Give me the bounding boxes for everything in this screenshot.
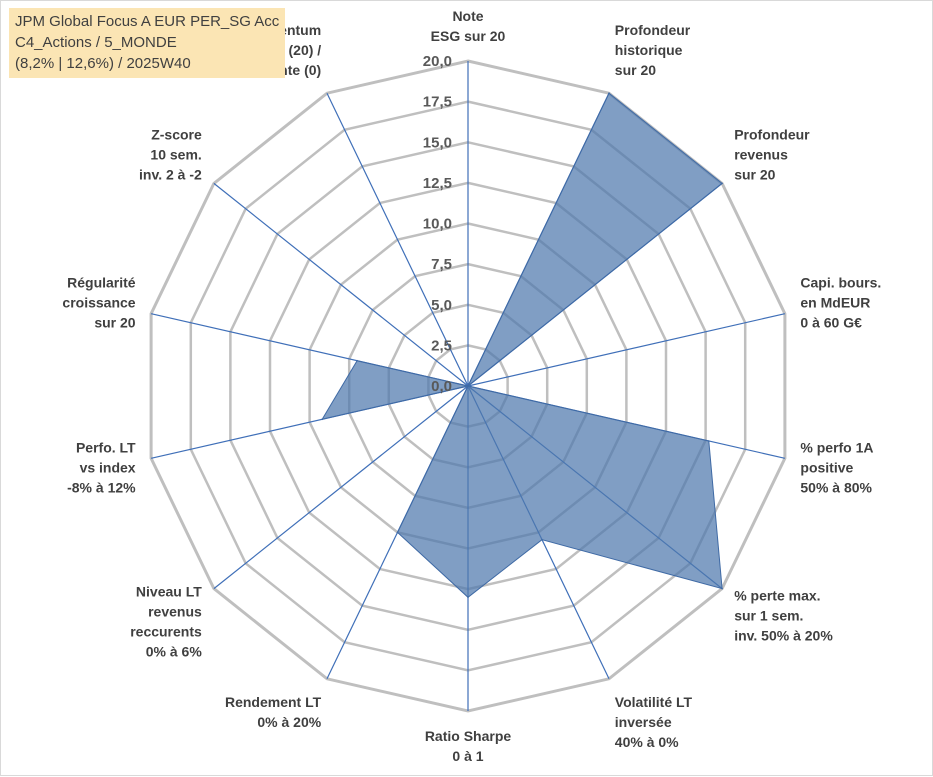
title-line-3: (8,2% | 12,6%) / 2025W40	[15, 55, 191, 72]
tick-label: 0,0	[431, 378, 452, 395]
axis-label: Volatilité LT inversée 40% à 0%	[615, 694, 693, 750]
tick-label: 17,5	[423, 94, 452, 111]
axis-label: Profondeur historique sur 20	[615, 22, 691, 78]
data-point	[721, 182, 723, 185]
label-layer: Note ESG sur 20 Profondeur historique sur 20…	[62, 8, 881, 764]
data-point	[396, 531, 399, 534]
axis-label: % perte max. sur 1 sem. inv. 50% à 20%	[734, 588, 833, 644]
axis-label: Note ESG sur 20	[431, 8, 506, 44]
data-point	[467, 596, 469, 599]
tick-layer: 0,0 2,5 5,0 7,5 10,0 12,5 15,0 17,5 20,0	[423, 53, 452, 395]
tick-label: 7,5	[431, 256, 452, 273]
data-point	[356, 359, 358, 362]
axis-label: Perfo. LT vs index -8% à 12%	[67, 439, 136, 495]
axis-spoke	[213, 182, 469, 387]
data-point	[467, 385, 469, 387]
title-box: JPM Global Focus A EUR PER_SG Acc C4_Act…	[9, 8, 286, 78]
data-point	[608, 92, 610, 94]
tick-label: 2,5	[431, 337, 452, 354]
tick-label: 20,0	[423, 53, 452, 70]
axis-label: Rendement LT 0% à 20%	[225, 694, 322, 730]
axis-label: Capi. bours. en MdEUR 0 à 60 G€	[800, 275, 881, 331]
title-line-1: JPM Global Focus A EUR PER_SG Acc	[15, 13, 280, 30]
series-layer	[321, 92, 723, 599]
axis-label: Niveau LT revenus reccurents 0% à 6%	[130, 583, 202, 659]
axis-spoke	[326, 92, 469, 387]
axis-label: Ratio Sharpe 0 à 1	[425, 728, 512, 764]
data-point	[321, 418, 324, 421]
tick-label: 5,0	[431, 297, 452, 314]
data-point	[708, 440, 710, 442]
tick-label: 10,0	[423, 216, 452, 233]
axis-label: Z-score 10 sem. inv. 2 à -2	[139, 126, 202, 182]
tick-label: 15,0	[423, 134, 452, 151]
data-point	[721, 587, 723, 590]
axis-spoke	[213, 385, 469, 590]
axis-spoke	[467, 313, 786, 387]
tick-label: 12,5	[423, 175, 452, 192]
axis-label: % perfo 1A positive 50% à 80%	[800, 439, 873, 495]
data-point	[541, 538, 543, 541]
axis-label: Régularité croissance sur 20	[62, 275, 135, 331]
axis-label: Profondeur revenus sur 20	[734, 126, 810, 182]
title-line-2: C4_Actions / 5_MONDE	[15, 34, 177, 51]
